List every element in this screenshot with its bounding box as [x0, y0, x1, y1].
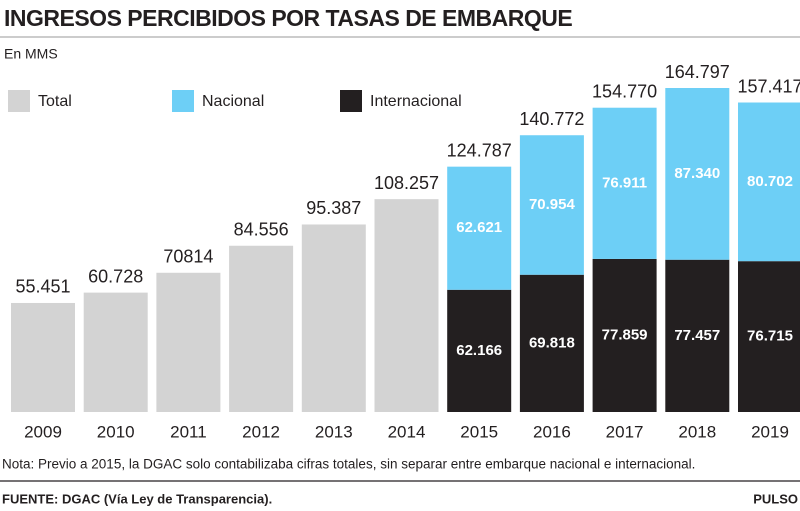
segment-label: 87.340	[674, 165, 720, 182]
x-tick-label: 2010	[97, 422, 135, 441]
segment-label: 70.954	[529, 196, 576, 213]
segment-label: 62.621	[456, 219, 502, 236]
bar	[156, 272, 221, 412]
x-tick-label: 2016	[533, 422, 571, 441]
value-label: 60.728	[88, 266, 143, 286]
subtitle: En MMS	[4, 46, 58, 62]
legend-label: Total	[38, 93, 72, 110]
value-label: 140.772	[519, 109, 584, 129]
value-label: 164.797	[665, 62, 730, 82]
segment-label: 62.166	[456, 342, 502, 359]
bar	[301, 224, 366, 412]
bar-segment	[447, 166, 512, 290]
legend-swatch	[172, 90, 194, 112]
chart-title: INGRESOS PERCIBIDOS POR TASAS DE EMBARQU…	[4, 5, 572, 31]
segment-label: 76.911	[602, 174, 647, 191]
x-tick-label: 2015	[460, 422, 498, 441]
bar-segment	[519, 135, 584, 275]
bar	[11, 302, 75, 412]
x-tick-label: 2012	[242, 422, 280, 441]
bar	[83, 292, 148, 412]
bar	[229, 245, 294, 412]
legend-swatch	[8, 90, 30, 112]
x-tick-label: 2018	[678, 422, 716, 441]
bar-segment	[592, 107, 657, 259]
bar-segment	[665, 259, 730, 412]
segment-label: 77.457	[674, 327, 720, 344]
x-tick-label: 2014	[388, 422, 426, 441]
legend-label: Nacional	[202, 93, 264, 110]
x-tick-label: 2009	[24, 422, 62, 441]
note: Nota: Previo a 2015, la DGAC solo contab…	[2, 457, 695, 472]
segment-label: 80.702	[747, 173, 793, 190]
segment-label: 76.715	[747, 328, 793, 345]
segment-label: 69.818	[529, 334, 575, 351]
segment-label: 77.859	[602, 326, 648, 343]
bar-segment	[519, 274, 584, 412]
value-label: 84.556	[234, 220, 289, 240]
x-tick-label: 2019	[751, 422, 789, 441]
x-tick-label: 2017	[606, 422, 644, 441]
brand: PULSO	[753, 491, 798, 506]
legend-swatch	[340, 90, 362, 112]
bar-segment	[447, 289, 512, 412]
x-tick-label: 2013	[315, 422, 353, 441]
x-tick-label: 2011	[170, 422, 207, 441]
bar-segment	[592, 258, 657, 412]
value-label: 70814	[163, 247, 213, 267]
value-label: 124.787	[447, 140, 512, 160]
value-label: 154.770	[592, 81, 657, 101]
bar-segment	[738, 102, 800, 262]
bar-segment	[665, 88, 730, 260]
bar-segment	[738, 261, 800, 412]
value-label: 95.387	[306, 198, 361, 218]
source: FUENTE: DGAC (Vía Ley de Transparencia).	[2, 491, 272, 506]
value-label: 157.417	[737, 76, 800, 96]
value-label: 55.451	[15, 277, 70, 297]
legend-label: Internacional	[370, 93, 462, 110]
value-label: 108.257	[374, 173, 439, 193]
bar	[374, 199, 439, 412]
